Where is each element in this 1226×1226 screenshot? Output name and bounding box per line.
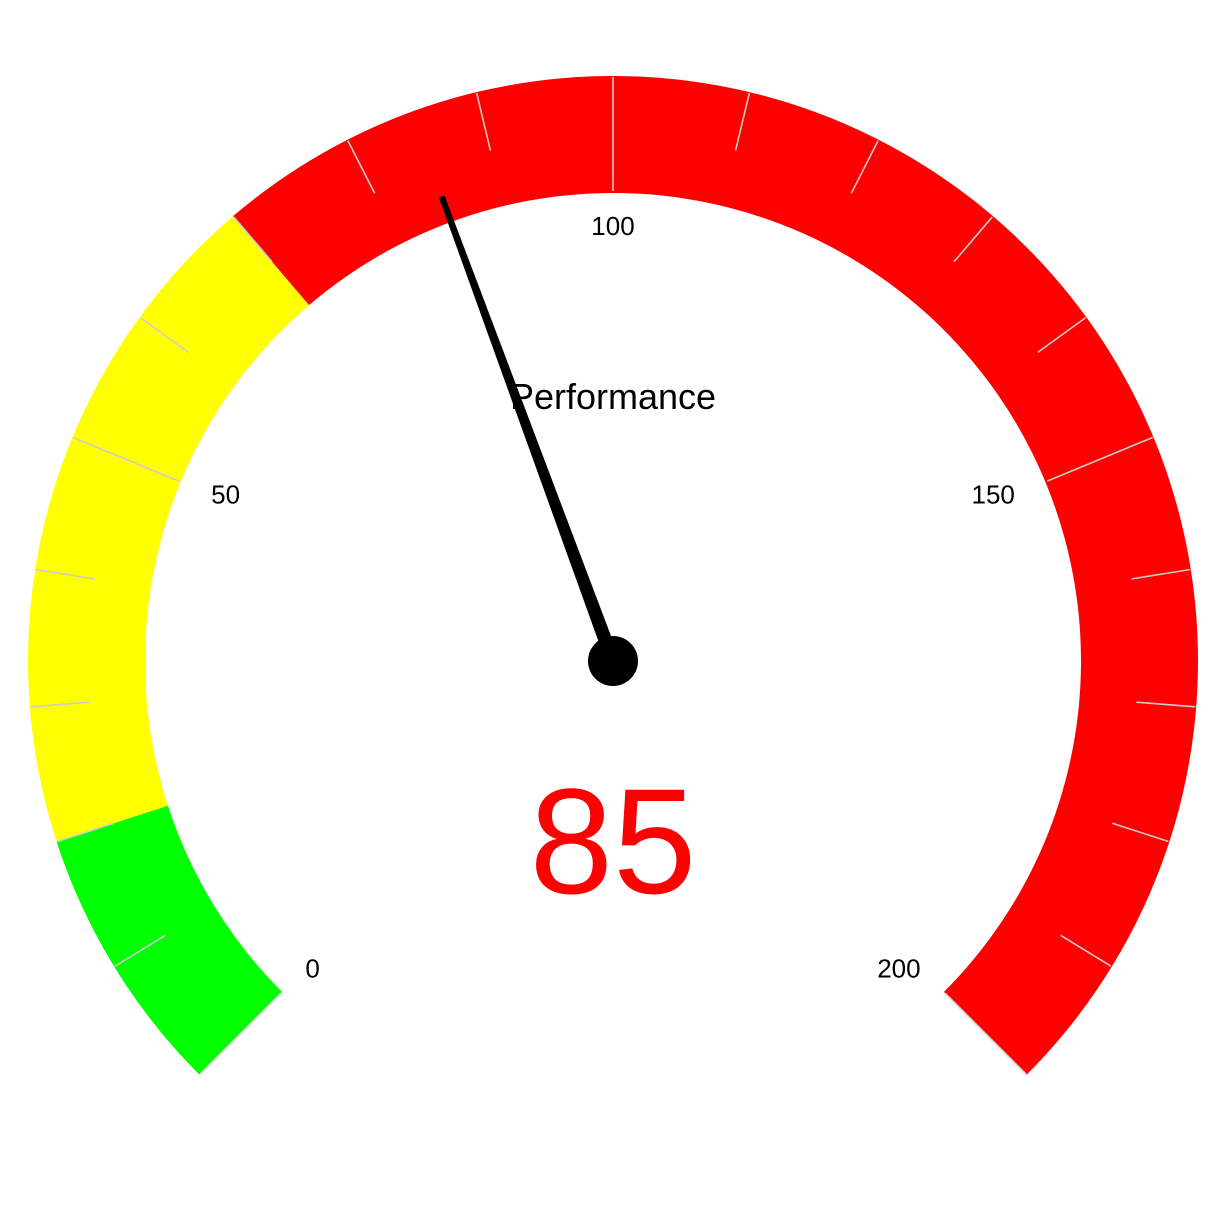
tick-label: 150 [971,480,1014,510]
tick-label: 100 [591,211,634,241]
minor-tick [1060,934,1112,967]
minor-tick [1037,317,1086,354]
gauge-ticks [30,77,1196,1075]
minor-tick [1112,822,1169,843]
minor-tick [140,317,189,354]
minor-tick [347,140,376,194]
gauge-value-readout: 85 [530,757,697,925]
gauge-band-2 [27,216,310,842]
gauge-band-1 [56,805,283,1075]
major-tick [73,436,180,482]
minor-tick [850,140,879,194]
minor-tick [57,822,114,843]
major-tick [1046,436,1153,482]
gauge-tick-labels: 0 50 100 150 200 [211,211,1015,984]
gauge-title: Performance [510,376,716,417]
needle-pointer [438,195,620,664]
minor-tick [734,92,751,151]
minor-tick [1131,568,1190,580]
minor-tick [475,92,492,151]
minor-tick [1136,701,1196,708]
gauge-bands [27,75,1199,1075]
minor-tick [36,568,95,580]
gauge-needle [438,195,638,686]
needle-hub [588,636,638,686]
tick-label: 50 [211,480,240,510]
tick-label: 0 [305,954,319,984]
minor-tick [233,216,273,263]
major-tick [944,992,1027,1075]
major-tick [199,992,282,1075]
gauge-band-3 [233,75,1199,1075]
minor-tick [30,701,90,708]
tick-label: 200 [877,954,920,984]
minor-tick [114,934,166,967]
minor-tick [953,216,993,263]
